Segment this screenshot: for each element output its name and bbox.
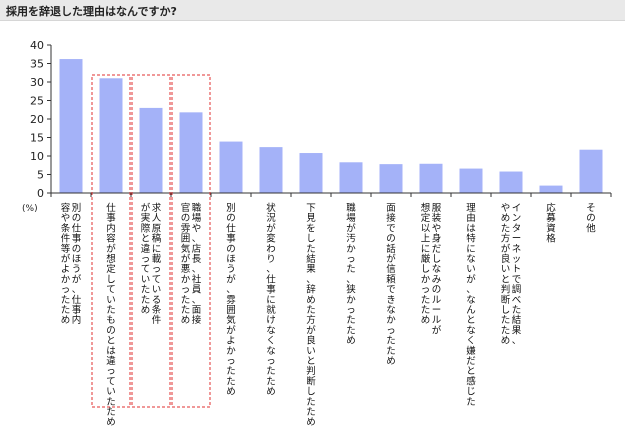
x-tick-label: 職場や、店長、社員、面接官の雰囲気が悪かったため [181,202,202,326]
x-tick-label: インターネットで調べた結果、やめた方が良いと判断したため [501,203,522,347]
y-unit-label: (%) [22,204,38,214]
y-tick-label: 5 [37,169,44,182]
y-tick-label: 35 [30,58,44,71]
y-tick-label: 0 [37,187,44,200]
x-tick-label: 状況が変わり、仕事に就けなくなったため [266,202,276,398]
x-tick-label: その他 [586,203,596,234]
y-tick-label: 20 [30,113,44,126]
bar [459,168,483,193]
y-tick-label: 25 [30,95,44,108]
x-tick-label: 理由は特にないが、なんとなく嫌だと感じた [466,203,476,408]
x-tick-label: 下見をした結果、辞めた方が良いと判断したため [306,203,316,428]
bar [419,163,443,193]
y-tick-label: 10 [30,150,44,163]
x-tick-label: 求人原稿に載っている条件が実際と違っていたため [141,202,162,326]
bar [59,59,83,194]
bar [579,149,603,193]
bar [99,78,123,193]
x-tick-label: 応募資格 [546,202,556,245]
bar [339,162,363,193]
x-tick-label: 面接での話が信頼できなかったため [386,203,396,367]
chart-title: 採用を辞退した理由はなんですか? [6,5,177,18]
y-tick-label: 15 [30,132,44,145]
bar [219,141,243,193]
x-tick-label: 別の仕事のほうが、雰囲気がよかったため [226,203,236,398]
bar [539,185,563,193]
y-tick-label: 40 [30,39,44,52]
chart-header: 採用を辞退した理由はなんですか? [0,0,625,21]
x-tick-label: 仕事内容が想定していたものとは違っていたため [106,202,116,428]
x-tick-label: 服装や身だしなみのルールが想定以上に厳しかったため [421,202,442,336]
bar [259,147,283,193]
bar [179,112,203,193]
bar [379,164,403,193]
bar [299,153,323,193]
bar [499,171,523,193]
x-tick-label: 別の仕事のほうが、仕事内容や条件等がよかったため [61,202,82,326]
y-tick-label: 30 [30,76,44,89]
x-tick-label: 職場が汚かった、狭かったため [346,203,356,347]
bar [139,107,163,193]
